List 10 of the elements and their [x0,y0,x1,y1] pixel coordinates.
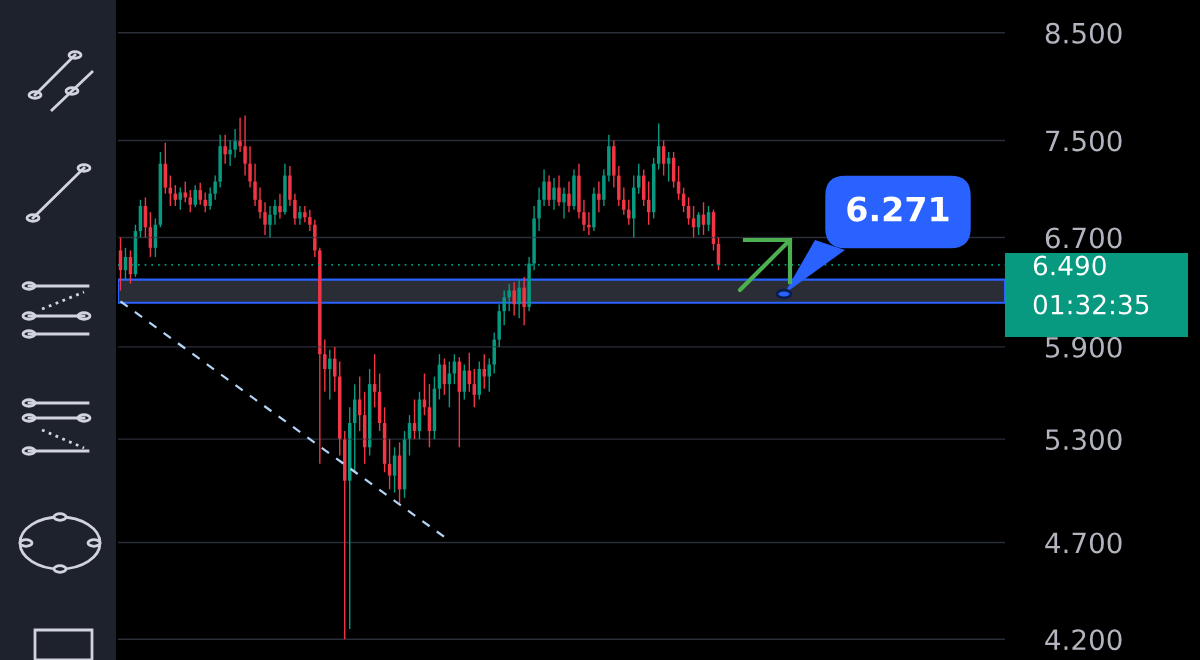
y-tick-label: 6.700 [1045,227,1122,249]
y-tick-label: 4.200 [1045,629,1122,651]
y-tick-label: 7.500 [1046,130,1122,152]
y-tick-label: 4.700 [1045,532,1122,554]
y-tick-label: 5.300 [1046,429,1122,451]
y-tick-label: 5.900 [1046,336,1122,358]
text: 01:32:35 [1033,294,1149,315]
ref-line-label: 6.490 [1033,255,1106,276]
annotation: 6.271 [847,196,949,222]
y-tick-label: 8.500 [1045,22,1122,44]
